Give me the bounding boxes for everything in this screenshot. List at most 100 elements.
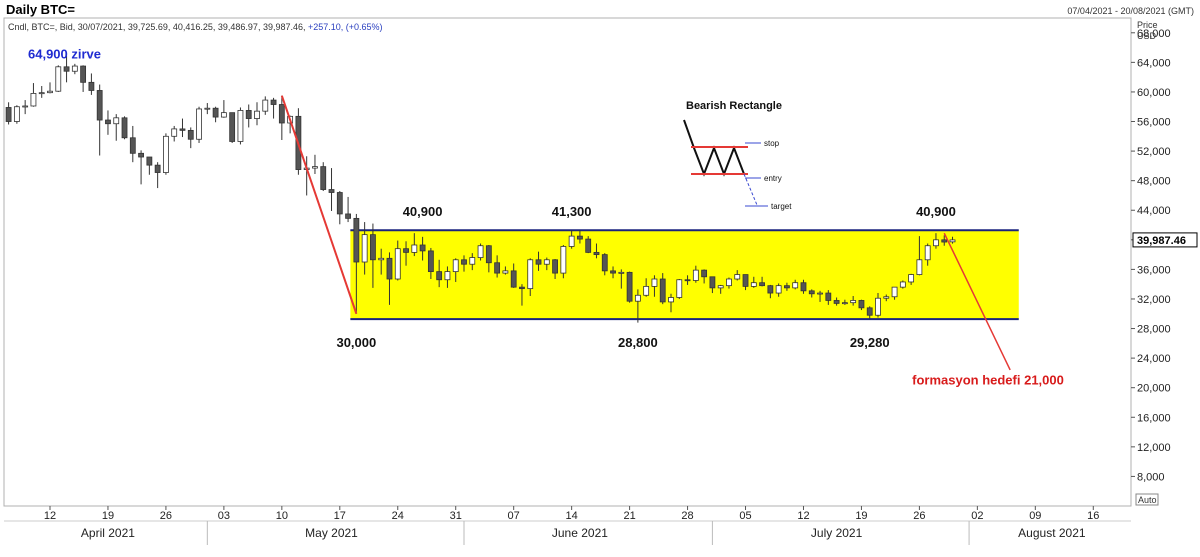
target-label: formasyon hedefi 21,000 (912, 372, 1064, 387)
candle-body (477, 245, 484, 258)
range-price-label: 28,800 (618, 335, 658, 350)
range-fill (350, 230, 1019, 320)
candle-body (22, 105, 29, 108)
range-price-label: 29,280 (850, 335, 890, 350)
candle-body (121, 117, 128, 139)
candle-body (808, 290, 815, 295)
candle-body (138, 152, 144, 158)
candle-body (13, 106, 20, 122)
range-price-label: 30,000 (336, 335, 376, 350)
candle-body (643, 285, 650, 296)
inset-zigzag (683, 119, 745, 177)
x-tick-label: 12 (44, 510, 56, 522)
candle-body (71, 65, 78, 72)
month-label: May 2021 (305, 526, 358, 540)
candle-body (792, 282, 799, 289)
annotation-labels-layer: 64,900 zirve 40,900 41,300 40,900 30,000 28,8… (28, 47, 1064, 388)
candle-body (891, 286, 898, 298)
candle-body (328, 189, 335, 193)
candle-body (527, 259, 534, 290)
y-tick-label: 28,000 (1137, 324, 1171, 336)
price-axis-title: Price (1137, 20, 1158, 30)
date-axis: 12 19 26 03 10 17 24 31 07 14 21 28 05 12 19 26 02 09 16 Ap… (44, 506, 1099, 545)
candle-body (577, 235, 583, 240)
y-tick-label: 56,000 (1137, 117, 1171, 129)
candle-body (129, 137, 136, 154)
candle-body (312, 166, 318, 169)
candle-body (817, 292, 823, 295)
candle-body (784, 285, 790, 289)
candle-body (461, 259, 467, 265)
range-price-label: 40,900 (403, 204, 443, 219)
inset-target-label: target (771, 202, 792, 211)
y-tick-label: 44,000 (1137, 205, 1171, 217)
candle-body (436, 271, 443, 281)
auto-scale-box (1135, 493, 1159, 506)
x-tick-label: 26 (913, 510, 925, 522)
last-price-box (1132, 232, 1198, 248)
x-tick-label: 16 (1087, 510, 1099, 522)
x-tick-label: 21 (623, 510, 635, 522)
x-tick-label: 31 (450, 510, 462, 522)
x-tick-label: 09 (1029, 510, 1041, 522)
chart-title: Daily BTC= (6, 2, 75, 17)
y-tick-label: 60,000 (1137, 87, 1171, 99)
x-tick-label: 19 (855, 510, 867, 522)
candle-body (220, 112, 227, 118)
candle-body (684, 279, 691, 282)
candle-body (535, 259, 542, 265)
auto-scale-label: Auto (1138, 495, 1157, 505)
candle-body (866, 307, 873, 316)
candle-body (105, 119, 111, 125)
target-projection-line (943, 232, 1011, 371)
candle-body (411, 244, 418, 253)
candle-body (850, 300, 857, 304)
candle-body (361, 234, 368, 263)
y-tick-label: 16,000 (1137, 412, 1171, 424)
x-tick-label: 17 (334, 510, 346, 522)
candle-body (353, 217, 360, 263)
candle-body (113, 117, 120, 125)
candle-body (519, 286, 525, 290)
candle-body (403, 248, 409, 253)
candle-body (601, 254, 608, 272)
date-range-label: 07/04/2021 - 20/08/2021 (GMT) (1067, 6, 1194, 16)
candle-body (626, 271, 633, 302)
y-tick-label: 52,000 (1137, 146, 1171, 158)
candle-body (651, 278, 658, 287)
inset-entry-label: entry (764, 174, 782, 183)
candle-body (875, 297, 881, 316)
candle-body (96, 90, 103, 121)
candle-body (394, 248, 401, 280)
y-tick-label: 12,000 (1137, 442, 1171, 454)
candle-body (610, 270, 616, 274)
y-tick-label: 32,000 (1137, 294, 1171, 306)
candle-body (933, 239, 939, 247)
candle-body (345, 213, 351, 219)
candle-body (726, 278, 732, 287)
candle-body (676, 279, 683, 298)
candle-body (734, 274, 741, 280)
candle-body (262, 99, 269, 112)
candle-body (38, 92, 45, 95)
candle-body (154, 164, 161, 173)
candle-body (63, 66, 70, 72)
x-tick-label: 14 (566, 510, 578, 522)
candle-body (5, 107, 12, 122)
candle-body (709, 276, 716, 289)
bearish-rectangle-range (350, 229, 1019, 321)
range-price-label: 40,900 (916, 204, 956, 219)
candle-body (245, 110, 252, 119)
candle-body (841, 302, 848, 305)
bearish-rectangle-inset: Bearish Rectangle stop entry target (683, 100, 792, 211)
price-change: +257.10, (+0.65%) (308, 22, 383, 32)
trend-lines-layer (280, 95, 1011, 371)
month-label: June 2021 (552, 526, 608, 540)
candle-body (949, 239, 956, 243)
x-tick-label: 12 (797, 510, 809, 522)
y-tick-label: 36,000 (1137, 264, 1171, 276)
candle-body (767, 285, 774, 294)
candle-body (212, 107, 219, 118)
candle-body (196, 108, 202, 140)
price-axis-unit: USD (1137, 31, 1157, 41)
